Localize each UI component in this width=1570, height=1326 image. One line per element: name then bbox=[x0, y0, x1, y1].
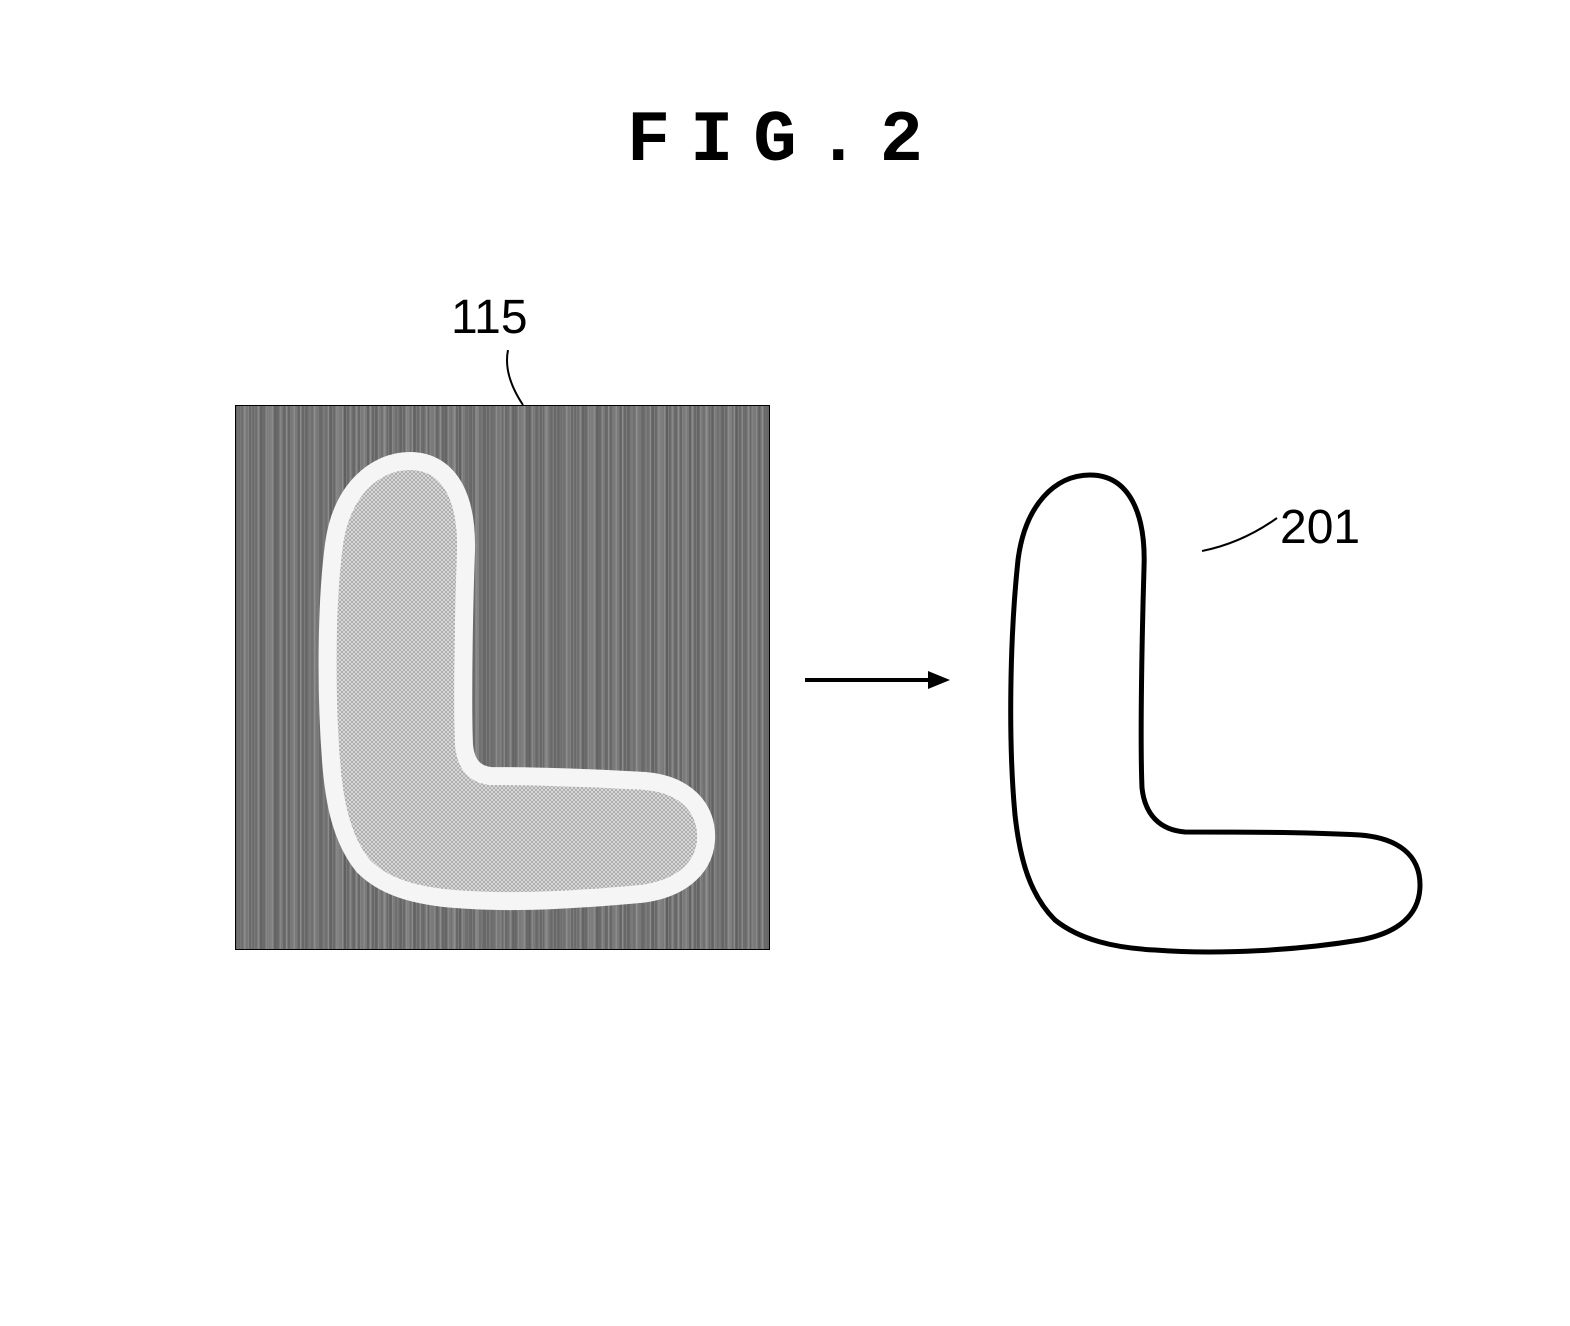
label-extracted-contour: 201 bbox=[1280, 500, 1360, 555]
arrow-icon bbox=[800, 660, 960, 700]
leader-line-115 bbox=[498, 350, 548, 410]
figure-title: FIG.2 bbox=[627, 100, 943, 182]
label-sem-image: 115 bbox=[451, 290, 528, 345]
leader-line-201 bbox=[1202, 513, 1282, 563]
sem-image bbox=[235, 405, 770, 950]
